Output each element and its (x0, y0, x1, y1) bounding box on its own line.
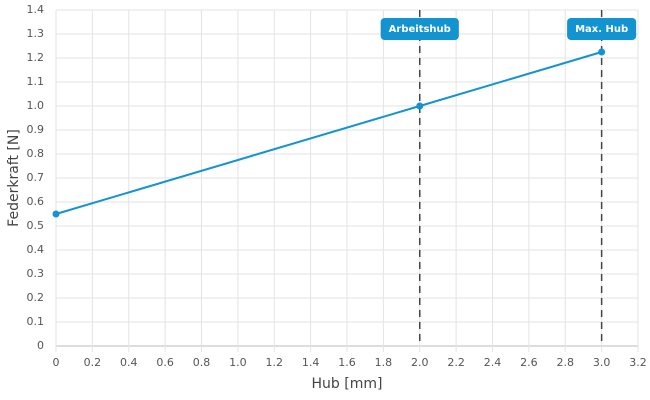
y-tick-label: 0.9 (27, 123, 45, 136)
line (55, 51, 602, 215)
annotation-label: Max. Hub (575, 24, 628, 35)
y-tick-label: 0.5 (27, 219, 45, 232)
y-axis-title: Federkraft [N] (6, 129, 22, 227)
x-tick-label: 0.8 (193, 356, 211, 369)
annotation-box (380, 18, 459, 40)
y-tick-label: 0.4 (27, 243, 45, 256)
x-tick-label: 3.2 (629, 356, 647, 369)
y-tick-label: 0.1 (27, 315, 45, 328)
y-tick-label: 0.8 (27, 147, 45, 160)
y-tick-label: 0.6 (27, 195, 45, 208)
annotation-label: Arbeitshub (389, 24, 451, 35)
point (598, 48, 606, 56)
y-tick-label: 1.1 (27, 75, 45, 88)
x-tick-label: 1.0 (229, 356, 247, 369)
x-tick-label: 1.4 (302, 356, 320, 369)
x-tick-label: 2.8 (557, 356, 575, 369)
y-tick-label: 1.0 (27, 99, 45, 112)
point (416, 102, 424, 110)
y-tick-label: 0.2 (27, 291, 45, 304)
x-tick-label: 1.6 (338, 356, 356, 369)
x-tick-label: 0.2 (84, 356, 102, 369)
point (52, 210, 60, 218)
x-tick-label: 0 (53, 356, 60, 369)
x-tick-label: 2.6 (520, 356, 538, 369)
y-tick-label: 1.3 (27, 27, 45, 40)
x-tick-label: 2.2 (447, 356, 465, 369)
x-axis-title: Hub [mm] (312, 376, 383, 392)
y-tick-label: 0.3 (27, 267, 45, 280)
x-tick-label: 0.4 (120, 356, 138, 369)
annotation-box (567, 18, 637, 40)
y-tick-label: 1.2 (27, 51, 45, 64)
x-tick-label: 0.6 (156, 356, 174, 369)
y-tick-label: 0 (37, 339, 44, 352)
x-tick-label: 2.0 (411, 356, 429, 369)
x-tick-label: 1.8 (375, 356, 393, 369)
x-tick-label: 3.0 (593, 356, 611, 369)
x-tick-label: 2.4 (484, 356, 502, 369)
x-tick-label: 1.2 (266, 356, 284, 369)
y-tick-label: 1.4 (27, 3, 45, 16)
y-tick-label: 0.7 (27, 171, 45, 184)
